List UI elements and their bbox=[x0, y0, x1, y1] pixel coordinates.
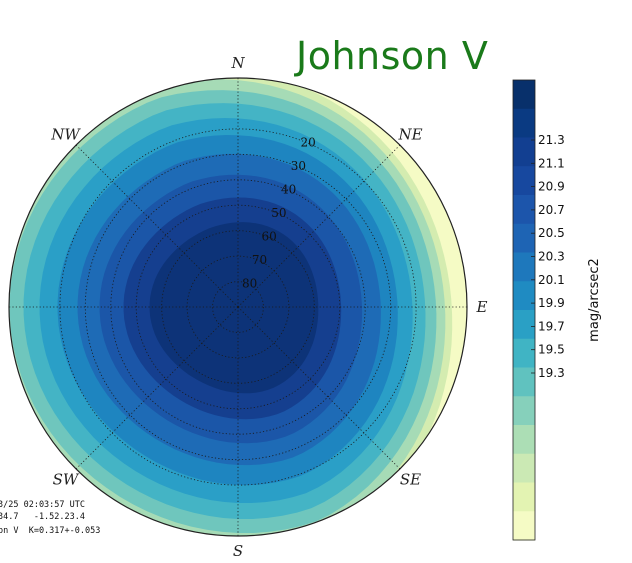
colorbar-segment bbox=[513, 482, 535, 512]
colorbar-segment bbox=[513, 425, 535, 455]
info-coordinates: 34.7 -1.52.23.4 bbox=[0, 512, 85, 522]
colorbar-tick-label: 21.3 bbox=[538, 133, 565, 147]
polar-grid bbox=[9, 78, 467, 536]
colorbar-frame bbox=[512, 79, 536, 541]
direction-label-n: N bbox=[230, 54, 245, 72]
altitude-label: 30 bbox=[291, 159, 306, 173]
altitude-label: 40 bbox=[281, 183, 296, 197]
chart-title: Johnson V bbox=[296, 34, 489, 78]
direction-label-se: SE bbox=[400, 471, 421, 489]
altitude-label: 60 bbox=[262, 230, 277, 244]
colorbar-tick-label: 21.1 bbox=[538, 156, 565, 170]
direction-spoke bbox=[237, 306, 401, 470]
info-timestamp: 3/25 02:03:57 UTC bbox=[0, 500, 85, 510]
colorbar-tick-label: 20.5 bbox=[538, 226, 565, 240]
direction-label-s: S bbox=[233, 542, 243, 560]
colorbar-segment bbox=[513, 166, 535, 196]
direction-label-nw: NW bbox=[50, 126, 81, 144]
direction-spoke bbox=[75, 306, 239, 470]
colorbar-segment bbox=[513, 453, 535, 484]
colorbar-segment bbox=[513, 137, 535, 167]
colorbar: 21.3 21.1 20.9 20.7 20.5 20.3 20.1 19.9 19.7 19.5… bbox=[512, 79, 602, 541]
colorbar-segment bbox=[513, 80, 535, 110]
altitude-ring bbox=[135, 204, 341, 410]
colorbar-segment bbox=[513, 310, 535, 340]
altitude-ring bbox=[84, 153, 392, 461]
altitude-ring bbox=[161, 230, 315, 384]
direction-label-sw: SW bbox=[53, 471, 80, 489]
colorbar-segment bbox=[513, 281, 535, 311]
colorbar-label: mag/arcsec2 bbox=[587, 258, 602, 342]
altitude-label: 50 bbox=[271, 206, 286, 220]
contour-band bbox=[149, 222, 319, 394]
altitude-ring bbox=[59, 128, 417, 486]
colorbar-tick-label: 20.7 bbox=[538, 203, 565, 217]
colorbar-tick-label: 19.3 bbox=[538, 366, 565, 380]
colorbar-tick-label: 19.9 bbox=[538, 296, 565, 310]
colorbar-segment bbox=[513, 252, 535, 282]
direction-label-ne: NE bbox=[397, 126, 422, 144]
colorbar-segment bbox=[513, 223, 535, 254]
colorbar-tick-label: 20.3 bbox=[538, 250, 565, 264]
altitude-label: 70 bbox=[252, 253, 267, 267]
colorbar-tick-label: 20.1 bbox=[538, 273, 565, 287]
colorbar-tick-label: 19.7 bbox=[538, 319, 565, 333]
colorbar-segment bbox=[513, 367, 535, 397]
direction-spoke bbox=[75, 144, 239, 308]
colorbar-segment bbox=[513, 108, 535, 139]
colorbar-segment bbox=[513, 511, 535, 541]
direction-spoke bbox=[237, 144, 401, 308]
altitude-ring bbox=[110, 179, 366, 435]
direction-label-e: E bbox=[476, 298, 488, 316]
altitude-label: 20 bbox=[301, 135, 316, 149]
colorbar-tick-label: 20.9 bbox=[538, 180, 565, 194]
altitude-ring bbox=[186, 255, 290, 359]
info-extinction: on V K=0.317+-0.053 bbox=[0, 526, 101, 536]
colorbar-segment bbox=[513, 195, 535, 225]
altitude-ring bbox=[212, 281, 264, 333]
colorbar-segment bbox=[513, 396, 535, 426]
colorbar-tick-label: 19.5 bbox=[538, 343, 565, 357]
colorbar-segment bbox=[513, 338, 535, 369]
horizon-circle bbox=[8, 77, 468, 537]
altitude-label: 80 bbox=[242, 277, 257, 291]
